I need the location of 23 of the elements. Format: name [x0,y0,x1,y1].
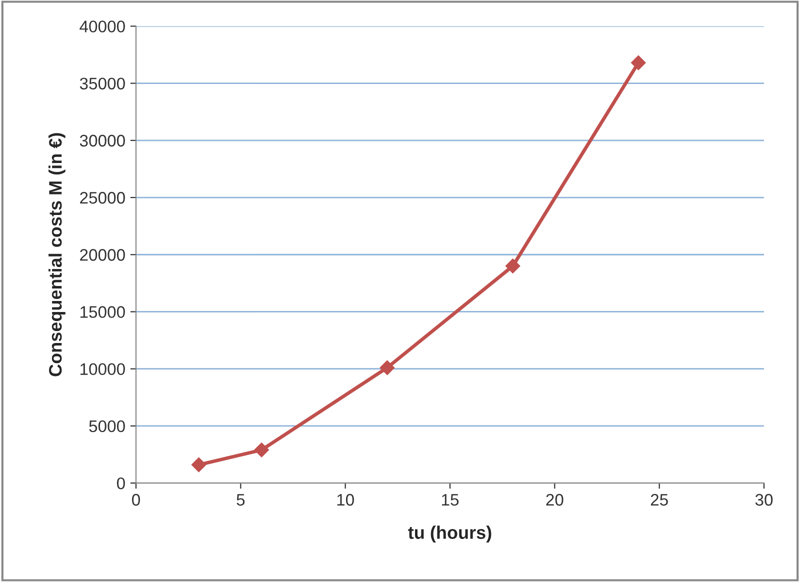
y-tick-label: 0 [116,477,125,490]
x-tick-label: 15 [442,494,459,506]
y-tick-label: 35000 [80,78,125,90]
x-tick-label: 10 [337,494,354,506]
y-tick-label: 30000 [80,134,125,147]
point [631,55,646,70]
x-axis-title: tu (hours) [408,526,492,543]
y-tick-label: 10000 [80,363,125,376]
x-tick-label: 25 [650,494,668,506]
point [191,457,206,472]
y-tick-label: 5000 [89,420,125,432]
x-tick-label: 0 [132,494,140,506]
y-tick-label: 25000 [80,192,125,204]
y-tick-label: 20000 [80,249,125,261]
point [254,442,269,458]
x-tick-label: 20 [546,494,564,506]
y-axis-title: Consequential costs M (in €) [48,133,66,376]
y-tick-label: 15000 [80,306,125,318]
point [380,360,395,376]
x-tick-label: 5 [236,494,245,506]
x-tick-label: 30 [755,494,773,506]
point [505,258,520,274]
y-tick-label: 40000 [80,20,125,32]
